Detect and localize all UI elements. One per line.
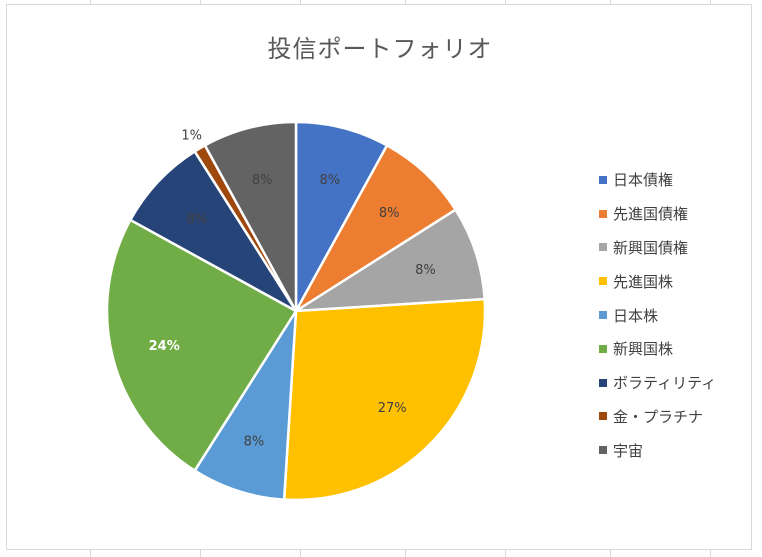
pie-slice-7[interactable]: [129, 150, 298, 313]
chart-area[interactable]: 投信ポートフォリオ 8% 8% 8% 27% 8% 24% 8% 1% 8% 日本債権先進国債権…: [6, 4, 752, 550]
legend-swatch: [599, 344, 607, 353]
legend-label: 新興国株: [613, 340, 674, 359]
legend-swatch: [599, 277, 607, 286]
data-label-7: 8%: [186, 212, 207, 227]
pie-slice-4[interactable]: [282, 297, 487, 502]
legend-item[interactable]: ボラティリティ: [599, 366, 759, 400]
legend-item[interactable]: 先進国株: [599, 264, 759, 298]
legend-swatch: [599, 412, 607, 421]
legend-swatch: [599, 446, 607, 455]
data-label-2: 8%: [379, 206, 400, 221]
legend-label: ボラティリティ: [613, 374, 717, 393]
legend-item[interactable]: 先進国債権: [599, 197, 759, 231]
legend-item[interactable]: 新興国債権: [599, 231, 759, 265]
pie-chart[interactable]: 8% 8% 8% 27% 8% 24% 8% 1% 8%: [7, 5, 753, 551]
legend-item[interactable]: 日本株: [599, 298, 759, 332]
legend-swatch: [599, 209, 607, 218]
pie-slice-5[interactable]: [193, 309, 298, 501]
legend-item[interactable]: 新興国株: [599, 332, 759, 366]
legend-label: 日本債権: [613, 171, 674, 190]
data-label-6: 24%: [149, 339, 180, 354]
pie-slice-1[interactable]: [294, 120, 389, 313]
pie-slice-9[interactable]: [203, 120, 298, 313]
legend-label: 新興国債権: [613, 238, 689, 257]
legend-swatch: [599, 378, 607, 387]
legend-label: 先進国株: [613, 272, 674, 291]
pie-slice-2[interactable]: [294, 144, 457, 313]
data-label-9: 8%: [252, 173, 273, 188]
legend-label: 先進国債権: [613, 205, 689, 224]
data-label-4: 27%: [378, 401, 407, 416]
legend-swatch: [599, 175, 607, 184]
chart-title: 投信ポートフォリオ: [267, 35, 493, 63]
data-label-8: 1%: [181, 129, 202, 144]
legend-swatch: [599, 311, 607, 320]
data-label-5: 8%: [244, 434, 265, 449]
data-label-3: 8%: [415, 263, 436, 278]
data-label-1: 8%: [320, 173, 341, 188]
legend-swatch: [599, 243, 607, 252]
chart-legend: 日本債権先進国債権新興国債権先進国株日本株新興国株ボラティリティ 金・プラチナ 宇宙: [599, 163, 759, 467]
legend-item[interactable]: 宇宙: [599, 433, 759, 467]
legend-label: 日本株: [613, 306, 659, 325]
legend-item[interactable]: 日本債権: [599, 163, 759, 197]
legend-label: 宇宙: [613, 441, 644, 460]
pie-slice-3[interactable]: [294, 208, 486, 313]
legend-item[interactable]: 金・プラチナ: [599, 400, 759, 434]
pie-slice-6[interactable]: [105, 218, 298, 472]
legend-label: 金・プラチナ: [613, 407, 704, 426]
